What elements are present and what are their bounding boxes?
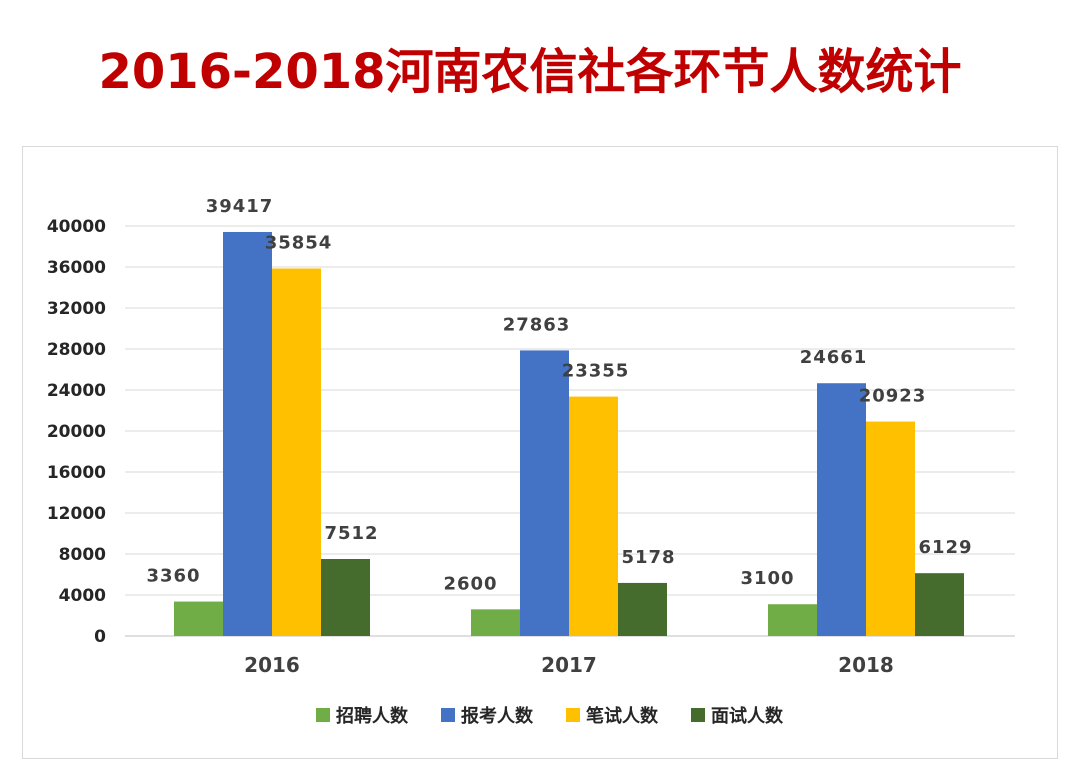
x-tick-label: 2018 bbox=[838, 653, 894, 677]
legend-swatch bbox=[441, 708, 455, 722]
y-tick-label: 32000 bbox=[47, 299, 106, 319]
data-label: 3100 bbox=[740, 568, 794, 589]
bar-2016-series-3 bbox=[321, 559, 370, 636]
data-label: 5178 bbox=[621, 547, 675, 568]
legend-label: 招聘人数 bbox=[336, 705, 409, 727]
x-tick-label: 2017 bbox=[541, 653, 597, 677]
y-tick-label: 0 bbox=[94, 627, 106, 647]
data-label: 39417 bbox=[206, 196, 274, 217]
data-label: 7512 bbox=[324, 523, 378, 544]
data-label: 27863 bbox=[503, 314, 571, 335]
bar-2016-series-0 bbox=[174, 601, 223, 636]
y-tick-label: 8000 bbox=[59, 545, 106, 565]
data-label: 6129 bbox=[918, 537, 972, 558]
y-tick-label: 36000 bbox=[47, 258, 106, 278]
y-tick-label: 16000 bbox=[47, 463, 106, 483]
bar-2017-series-3 bbox=[618, 582, 667, 636]
legend: 招聘人数 报考人数 笔试人数 面试人数 bbox=[316, 705, 784, 727]
legend-swatch bbox=[691, 708, 705, 722]
bars bbox=[174, 231, 964, 636]
bar-2018-series-3 bbox=[915, 573, 964, 636]
legend-swatch bbox=[566, 708, 580, 722]
bar-2017-series-2 bbox=[569, 396, 618, 636]
data-labels: 3360 39417 35854 7512 2600 27863 23355 5178 3100… bbox=[146, 196, 972, 594]
legend-swatch bbox=[316, 708, 330, 722]
data-label: 23355 bbox=[562, 361, 630, 382]
y-tick-label: 12000 bbox=[47, 504, 106, 524]
bar-2018-series-0 bbox=[768, 604, 817, 636]
legend-label: 笔试人数 bbox=[586, 705, 659, 727]
y-axis-ticks: 0 4000 8000 12000 16000 20000 24000 28000 32000 3… bbox=[47, 217, 106, 647]
x-axis: 2016 2017 2018 bbox=[244, 653, 894, 677]
bar-2017-series-1 bbox=[520, 350, 569, 636]
bar-2017-series-0 bbox=[471, 609, 520, 636]
data-label: 3360 bbox=[146, 566, 200, 587]
data-label: 20923 bbox=[859, 386, 927, 407]
y-tick-label: 20000 bbox=[47, 422, 106, 442]
data-label: 35854 bbox=[265, 232, 333, 253]
data-label: 24661 bbox=[800, 347, 868, 368]
x-tick-label: 2016 bbox=[244, 653, 300, 677]
y-tick-label: 28000 bbox=[47, 340, 106, 360]
chart-title: 2016-2018河南农信社各环节人数统计 bbox=[98, 44, 962, 100]
bar-2016-series-2 bbox=[272, 268, 321, 636]
legend-label: 面试人数 bbox=[711, 705, 784, 727]
bar-2016-series-1 bbox=[223, 231, 272, 636]
data-label: 2600 bbox=[443, 573, 497, 594]
bar-2018-series-2 bbox=[866, 421, 915, 636]
y-tick-label: 4000 bbox=[59, 586, 106, 606]
bar-2018-series-1 bbox=[817, 383, 866, 636]
y-tick-label: 40000 bbox=[47, 217, 106, 237]
y-tick-label: 24000 bbox=[47, 381, 106, 401]
legend-label: 报考人数 bbox=[461, 705, 534, 727]
